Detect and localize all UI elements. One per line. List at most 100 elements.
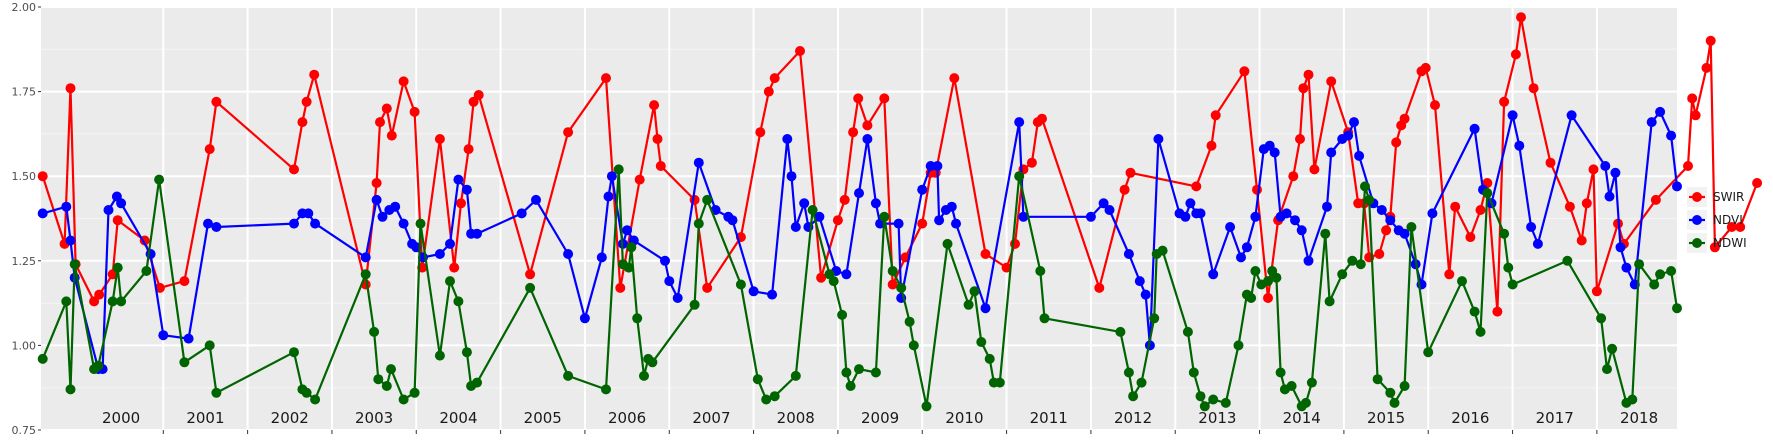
data-point: [1303, 69, 1314, 80]
data-point: [727, 215, 738, 226]
data-point: [1503, 262, 1514, 273]
data-point: [839, 194, 850, 205]
data-point: [596, 252, 607, 263]
data-point: [434, 134, 445, 144]
data-point: [1514, 140, 1525, 151]
data-point: [579, 313, 590, 324]
data-point: [204, 144, 215, 155]
data-point: [37, 353, 48, 364]
data-point: [1094, 282, 1105, 293]
data-point: [154, 174, 165, 185]
data-point: [1210, 110, 1221, 121]
data-point: [369, 326, 380, 337]
data-point: [1104, 205, 1115, 215]
data-point: [373, 374, 384, 385]
data-point: [381, 381, 392, 391]
data-point: [107, 296, 118, 307]
y-tick-label: 1.75: [12, 86, 37, 99]
data-point: [1381, 225, 1392, 236]
data-point: [289, 164, 299, 175]
data-point: [1634, 259, 1645, 270]
data-point: [1225, 222, 1236, 232]
data-point: [1588, 164, 1599, 175]
data-point: [1355, 259, 1366, 270]
data-point: [752, 374, 763, 385]
data-point: [841, 269, 852, 280]
data-point: [1430, 100, 1440, 111]
data-point: [1562, 255, 1573, 266]
data-point: [183, 333, 194, 344]
data-point: [1288, 171, 1299, 182]
data-point: [1726, 222, 1737, 232]
data-point: [862, 120, 873, 131]
series-ndwi: [37, 164, 1682, 412]
data-point: [1399, 113, 1410, 124]
data-point: [434, 350, 445, 361]
data-point: [1208, 269, 1219, 280]
year-label: 2012: [1114, 409, 1152, 427]
data-point: [1306, 377, 1317, 388]
data-point: [303, 208, 314, 219]
data-point: [807, 205, 818, 215]
data-point: [1649, 279, 1660, 290]
data-point: [1014, 117, 1025, 128]
data-point: [445, 238, 455, 249]
data-point: [61, 296, 72, 307]
data-point: [853, 93, 864, 104]
data-point: [1290, 215, 1300, 226]
data-point: [386, 364, 396, 375]
data-point: [563, 370, 574, 381]
legend-item-swir: SWIR: [1687, 187, 1744, 207]
data-point: [525, 282, 536, 293]
data-point: [623, 262, 634, 273]
data-point: [93, 360, 104, 371]
data-point: [1239, 66, 1250, 77]
data-point: [297, 117, 308, 128]
data-point: [1191, 181, 1202, 192]
data-point: [1250, 266, 1261, 276]
data-point: [1602, 364, 1612, 375]
data-point: [1220, 397, 1231, 408]
data-point: [879, 211, 890, 222]
data-point: [693, 218, 704, 229]
year-label: 2010: [945, 409, 983, 427]
data-point: [1650, 194, 1661, 205]
data-point: [1286, 381, 1297, 391]
data-point: [461, 347, 472, 358]
data-point: [1385, 387, 1396, 398]
data-point: [1507, 110, 1518, 121]
data-point: [1690, 110, 1701, 121]
data-point: [639, 370, 649, 381]
data-point: [1233, 340, 1244, 351]
data-point: [1349, 117, 1359, 128]
year-label: 2008: [777, 409, 815, 427]
data-point: [1376, 205, 1387, 215]
data-point: [870, 367, 881, 378]
year-label: 2006: [608, 409, 646, 427]
data-point: [1687, 93, 1698, 104]
data-point: [1322, 201, 1332, 212]
legend-item-ndvi: NDVI: [1687, 210, 1743, 230]
data-point: [887, 266, 898, 276]
data-point: [1180, 211, 1191, 222]
data-point: [65, 235, 76, 246]
grid-lines: [41, 6, 1677, 431]
data-point: [453, 174, 464, 185]
data-point: [790, 370, 801, 381]
data-point: [463, 144, 474, 155]
data-point: [1545, 157, 1556, 168]
data-point: [1252, 184, 1262, 195]
data-point: [862, 134, 873, 144]
data-point: [767, 289, 778, 300]
data-point: [887, 279, 898, 290]
data-point: [606, 171, 617, 182]
year-label: 2009: [861, 409, 899, 427]
data-point: [1281, 208, 1292, 219]
data-point: [1263, 293, 1273, 303]
data-point: [381, 103, 392, 114]
data-point: [1119, 184, 1130, 195]
legend-label: SWIR: [1713, 190, 1744, 204]
data-point: [1615, 242, 1626, 253]
data-point: [942, 238, 953, 249]
data-point: [1337, 269, 1348, 280]
